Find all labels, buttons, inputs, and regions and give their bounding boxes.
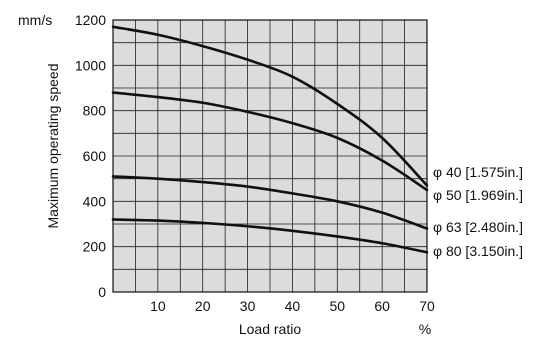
y-tick-label: 1000: [75, 57, 106, 73]
series-label-1: φ 40 [1.575in.]: [433, 164, 523, 180]
x-tick-label: 70: [419, 298, 435, 314]
y-tick-label: 400: [83, 193, 107, 209]
series-lines: [111, 25, 429, 254]
y-axis-title: Maximum operating speed: [45, 64, 61, 229]
series-line-3: [111, 175, 429, 230]
y-unit-label: mm/s: [18, 12, 52, 28]
x-tick-label: 10: [150, 298, 166, 314]
x-tick-label: 60: [374, 298, 390, 314]
x-axis-title: Load ratio: [239, 321, 301, 337]
series-line-1: [111, 25, 429, 187]
y-tick-label: 800: [83, 103, 107, 119]
x-tick-labels: 10 20 30 40 50 60 70: [150, 298, 435, 314]
x-unit-label: %: [419, 321, 431, 337]
series-line-4: [111, 218, 429, 254]
x-tick-label: 30: [240, 298, 256, 314]
y-tick-labels: 0 200 400 600 800 1000 1200: [75, 12, 106, 300]
x-tick-label: 20: [195, 298, 211, 314]
y-tick-label: 0: [98, 284, 106, 300]
series-label-3: φ 63 [2.480in.]: [433, 219, 523, 235]
plot-frame: [112, 19, 428, 293]
series-line-2: [111, 91, 429, 192]
y-tick-label: 200: [83, 239, 107, 255]
x-tick-label: 40: [285, 298, 301, 314]
series-label-2: φ 50 [1.969in.]: [433, 187, 523, 203]
x-tick-label: 50: [329, 298, 345, 314]
series-labels: φ 40 [1.575in.] φ 50 [1.969in.] φ 63 [2.48…: [433, 164, 523, 259]
series-label-4: φ 80 [3.150in.]: [433, 243, 523, 259]
y-tick-label: 1200: [75, 12, 106, 28]
y-tick-label: 600: [83, 148, 107, 164]
